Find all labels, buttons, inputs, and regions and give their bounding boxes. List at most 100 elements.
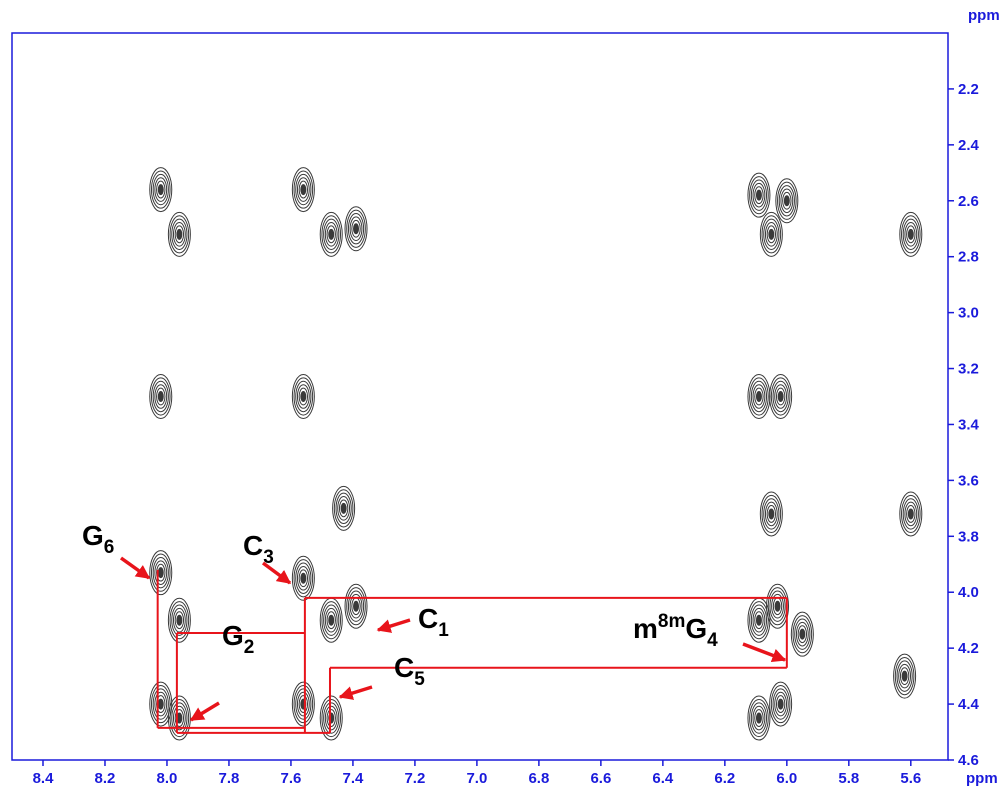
annotation-sub: 3	[263, 547, 274, 568]
y-tick-label: 3.6	[958, 472, 979, 489]
annotation-text: C	[394, 652, 414, 683]
contour-ring	[301, 185, 306, 195]
contour-ring	[778, 699, 783, 709]
y-tick-label: 2.4	[958, 137, 980, 154]
annotation: C5	[394, 652, 425, 690]
peak	[900, 492, 922, 536]
arrow	[378, 620, 410, 630]
x-tick-label: 5.8	[838, 770, 859, 787]
annotation-text: m	[633, 613, 658, 644]
annotation-text: G	[82, 520, 104, 551]
annotation-text: G	[685, 613, 707, 644]
peak	[770, 375, 792, 419]
peak	[345, 207, 367, 251]
annotation: m8mG4	[633, 611, 718, 651]
contour-ring	[341, 503, 346, 513]
annotation-text: C	[418, 603, 438, 634]
peak	[292, 375, 314, 419]
x-tick-label: 8.4	[33, 770, 55, 787]
x-tick-label: 6.2	[714, 770, 735, 787]
peak	[894, 654, 916, 698]
contour-ring	[769, 509, 774, 519]
annotation-sub: 5	[414, 669, 425, 690]
peak	[760, 492, 782, 536]
contour-ring	[177, 229, 182, 239]
contour-ring	[756, 615, 761, 625]
contour-ring	[769, 229, 774, 239]
arrow	[191, 703, 219, 720]
contour-ring	[908, 509, 913, 519]
chart: ppm ppm G6 C3 C1 G2 C5 m8mG4 8.48.28.07.…	[0, 0, 1005, 791]
peak	[292, 168, 314, 212]
peak	[776, 179, 798, 223]
peak	[320, 598, 342, 642]
contour-ring	[354, 224, 359, 234]
x-tick-label: 7.6	[281, 770, 302, 787]
contour-ring	[756, 392, 761, 402]
peak	[900, 212, 922, 256]
annotation: C3	[243, 530, 274, 568]
y-tick-label: 4.4	[958, 696, 980, 713]
peak	[760, 212, 782, 256]
peak	[292, 682, 314, 726]
annotation-sub: 1	[438, 620, 449, 641]
x-tick-label: 8.2	[95, 770, 116, 787]
annotation-text: C	[243, 530, 263, 561]
peak	[770, 682, 792, 726]
arrow	[121, 558, 149, 578]
peak	[345, 584, 367, 628]
y-tick-label: 2.6	[958, 193, 979, 210]
y-axis-label: ppm	[968, 7, 1000, 24]
contour-ring	[301, 573, 306, 583]
peak	[168, 598, 190, 642]
x-tick-label: 6.4	[652, 770, 674, 787]
contour-ring	[158, 568, 163, 578]
annotation-sub: 6	[104, 537, 115, 558]
annotation-sub: 4	[707, 630, 718, 651]
x-tick-label: 7.2	[404, 770, 425, 787]
peak	[333, 486, 355, 530]
y-tick-label: 2.8	[958, 249, 979, 266]
y-tick-label: 3.0	[958, 305, 979, 322]
peak	[748, 696, 770, 740]
contour-ring	[177, 615, 182, 625]
contour-ring	[800, 629, 805, 639]
arrow	[743, 644, 785, 660]
contour-ring	[158, 699, 163, 709]
contour-ring	[784, 196, 789, 206]
y-tick-label: 4.2	[958, 640, 979, 657]
x-tick-label: 5.6	[900, 770, 921, 787]
y-tick-label: 2.2	[958, 81, 979, 98]
contour-ring	[902, 671, 907, 681]
contour-ring	[158, 185, 163, 195]
contour-ring	[756, 713, 761, 723]
y-tick-label: 3.4	[958, 416, 980, 433]
page: {"chart_data": {"type": "contour", "x_la…	[0, 0, 1005, 791]
contour-ring	[756, 190, 761, 200]
annotation-sub: 2	[244, 637, 255, 658]
peak	[150, 551, 172, 595]
x-tick-label: 7.4	[342, 770, 364, 787]
peak	[150, 168, 172, 212]
contour-ring	[908, 229, 913, 239]
annotation-sup: 8m	[658, 611, 685, 632]
contour-ring	[778, 392, 783, 402]
peak	[292, 556, 314, 600]
annotation: G2	[222, 620, 254, 658]
annotation: C1	[418, 603, 449, 641]
x-tick-label: 6.8	[528, 770, 549, 787]
contour-ring	[301, 392, 306, 402]
x-tick-label: 8.0	[157, 770, 178, 787]
y-tick-label: 3.2	[958, 361, 979, 378]
contour-ring	[329, 615, 334, 625]
peak	[767, 584, 789, 628]
peak	[748, 173, 770, 217]
x-tick-label: 6.0	[776, 770, 797, 787]
contours	[150, 168, 922, 740]
contour-ring	[158, 392, 163, 402]
peak	[791, 612, 813, 656]
y-tick-label: 4.0	[958, 584, 979, 601]
x-axis-label: ppm	[966, 770, 998, 787]
arrow	[340, 687, 372, 697]
peak	[320, 212, 342, 256]
